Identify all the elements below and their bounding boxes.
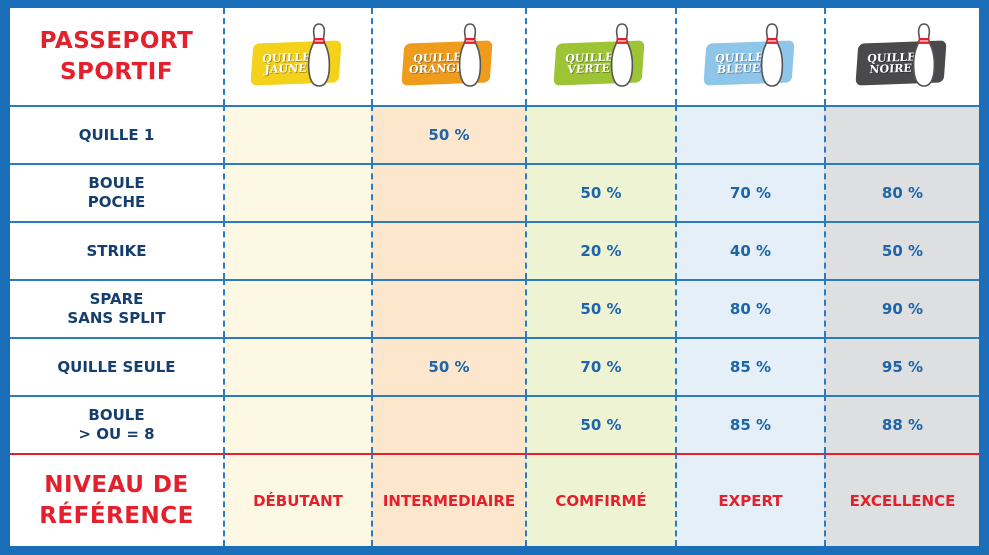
- value-cell-bleue: 80 %: [675, 279, 824, 337]
- value-cell-jaune: [223, 163, 371, 221]
- value-cell-jaune: [223, 105, 371, 163]
- percentage-value: 90 %: [881, 300, 924, 318]
- value-cell-jaune: [223, 221, 371, 279]
- value-cell-noire: 95 %: [824, 337, 979, 395]
- level-label: COMFIRMÉ: [555, 491, 647, 510]
- footer-title-cell: NIVEAU DE RÉFÉRENCE: [10, 453, 223, 546]
- value-cell-orange: [371, 395, 525, 453]
- row-label: SPARE SANS SPLIT: [67, 290, 166, 327]
- value-cell-orange: [371, 163, 525, 221]
- row-label: STRIKE: [86, 241, 147, 260]
- value-cell-noire: 80 %: [824, 163, 979, 221]
- value-cell-verte: 20 %: [525, 221, 675, 279]
- row-label-cell: BOULE POCHE: [10, 163, 223, 221]
- level-label: INTERMEDIAIRE: [382, 491, 516, 510]
- level-label: EXCELLENCE: [849, 491, 956, 510]
- badge-quille-verte: QUILLE VERTE: [553, 22, 649, 92]
- bowling-pin-icon: [307, 22, 331, 87]
- row-label: QUILLE 1: [78, 125, 155, 144]
- percentage-value: 95 %: [881, 358, 924, 376]
- percentage-value: 80 %: [729, 300, 772, 318]
- row-label-cell: STRIKE: [10, 221, 223, 279]
- value-cell-noire: 88 %: [824, 395, 979, 453]
- value-cell-noire: 90 %: [824, 279, 979, 337]
- value-cell-orange: [371, 279, 525, 337]
- value-cell-bleue: 85 %: [675, 337, 824, 395]
- header-cell-noire: QUILLE NOIRE: [824, 8, 979, 105]
- percentage-value: 85 %: [729, 358, 772, 376]
- value-cell-bleue: 40 %: [675, 221, 824, 279]
- value-cell-bleue: 85 %: [675, 395, 824, 453]
- bowling-pin-icon: [458, 22, 482, 87]
- level-label: DÉBUTANT: [253, 491, 343, 510]
- percentage-value: 40 %: [729, 242, 772, 260]
- value-cell-noire: [824, 105, 979, 163]
- value-cell-verte: 50 %: [525, 395, 675, 453]
- header-cell-verte: QUILLE VERTE: [525, 8, 675, 105]
- percentage-value: 50 %: [580, 416, 622, 434]
- value-cell-jaune: [223, 395, 371, 453]
- header-cell-jaune: QUILLE JAUNE: [223, 8, 371, 105]
- badge-quille-orange: QUILLE ORANGE: [401, 22, 497, 92]
- value-cell-orange: 50 %: [371, 105, 525, 163]
- header-title-cell: PASSEPORT SPORTIF: [10, 8, 223, 105]
- row-label-cell: QUILLE 1: [10, 105, 223, 163]
- value-cell-bleue: [675, 105, 824, 163]
- value-cell-bleue: 70 %: [675, 163, 824, 221]
- row-label: BOULE > OU = 8: [78, 406, 155, 443]
- level-cell-noire: EXCELLENCE: [824, 453, 979, 546]
- percentage-value: 50 %: [428, 358, 470, 376]
- percentage-value: 50 %: [580, 184, 622, 202]
- value-cell-verte: 50 %: [525, 279, 675, 337]
- page-title: PASSEPORT SPORTIF: [39, 27, 194, 85]
- percentage-value: 85 %: [729, 416, 772, 434]
- row-label-cell: SPARE SANS SPLIT: [10, 279, 223, 337]
- bowling-pin-icon: [760, 22, 783, 87]
- value-cell-jaune: [223, 337, 371, 395]
- percentage-value: 80 %: [881, 184, 924, 202]
- level-cell-orange: INTERMEDIAIRE: [371, 453, 525, 546]
- row-label: BOULE POCHE: [87, 174, 146, 211]
- percentage-value: 70 %: [729, 184, 772, 202]
- value-cell-verte: 70 %: [525, 337, 675, 395]
- percentage-value: 50 %: [580, 300, 622, 318]
- header-cell-bleue: QUILLE BLEUE: [675, 8, 824, 105]
- row-label-cell: BOULE > OU = 8: [10, 395, 223, 453]
- value-cell-verte: 50 %: [525, 163, 675, 221]
- passport-table: PASSEPORT SPORTIF QUILLE JAUNE QUILLE ORAN…: [10, 8, 979, 546]
- level-cell-bleue: EXPERT: [675, 453, 824, 546]
- badge-quille-bleue: QUILLE BLEUE: [702, 22, 799, 92]
- badge-quille-noire: QUILLE NOIRE: [854, 22, 951, 92]
- value-cell-noire: 50 %: [824, 221, 979, 279]
- percentage-value: 20 %: [580, 242, 622, 260]
- percentage-value: 50 %: [881, 242, 924, 260]
- percentage-value: 88 %: [881, 416, 924, 434]
- value-cell-orange: 50 %: [371, 337, 525, 395]
- value-cell-verte: [525, 105, 675, 163]
- value-cell-orange: [371, 221, 525, 279]
- level-cell-verte: COMFIRMÉ: [525, 453, 675, 546]
- badge-quille-jaune: QUILLE JAUNE: [250, 22, 346, 92]
- percentage-value: 50 %: [428, 126, 470, 144]
- reference-level-title: NIVEAU DE RÉFÉRENCE: [39, 471, 194, 529]
- row-label: QUILLE SEULE: [57, 357, 176, 376]
- bowling-pin-icon: [912, 22, 935, 87]
- percentage-value: 70 %: [580, 358, 622, 376]
- bowling-pin-icon: [610, 22, 634, 87]
- header-cell-orange: QUILLE ORANGE: [371, 8, 525, 105]
- level-cell-jaune: DÉBUTANT: [223, 453, 371, 546]
- value-cell-jaune: [223, 279, 371, 337]
- row-label-cell: QUILLE SEULE: [10, 337, 223, 395]
- level-label: EXPERT: [718, 491, 783, 510]
